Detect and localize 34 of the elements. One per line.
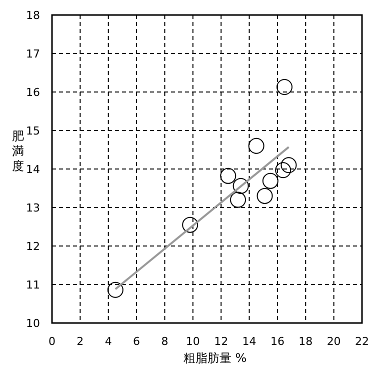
x-tick-label: 0 (48, 335, 56, 348)
y-tick-label: 18 (26, 9, 40, 22)
y-tick-label: 14 (26, 163, 40, 176)
y-tick-label: 11 (26, 278, 40, 292)
x-tick-label: 18 (298, 335, 313, 348)
y-tick-label: 16 (26, 86, 40, 99)
x-tick-label: 20 (326, 335, 341, 348)
y-tick-label: 13 (26, 202, 40, 214)
x-tick-label: 4 (104, 335, 112, 348)
x-tick-label: 16 (270, 335, 284, 348)
y-tick-label: 12 (26, 240, 40, 253)
point (276, 78, 292, 95)
x-tick-label: 6 (133, 335, 140, 348)
point (275, 162, 292, 178)
x-axis-title: 粗脂肪量 % (183, 351, 247, 365)
x-tick-label: 22 (355, 335, 369, 348)
x-tick-label: 2 (76, 335, 84, 348)
point (232, 178, 249, 194)
x-tick-label: 8 (161, 335, 168, 348)
point (280, 157, 297, 174)
y-tick-label: 10 (26, 317, 40, 330)
point (248, 138, 264, 154)
point (182, 216, 198, 233)
point (107, 282, 124, 298)
y-axis-title: 肥満度 (12, 129, 24, 173)
x-tick-label: 10 (186, 335, 200, 348)
point (256, 188, 273, 204)
point (230, 192, 246, 208)
y-tick-label: 15 (26, 124, 40, 138)
x-tick-label: 12 (214, 335, 228, 348)
point (220, 168, 236, 184)
x-tick-label: 14 (242, 335, 256, 348)
point (262, 172, 278, 189)
y-tick-label: 17 (26, 48, 40, 60)
